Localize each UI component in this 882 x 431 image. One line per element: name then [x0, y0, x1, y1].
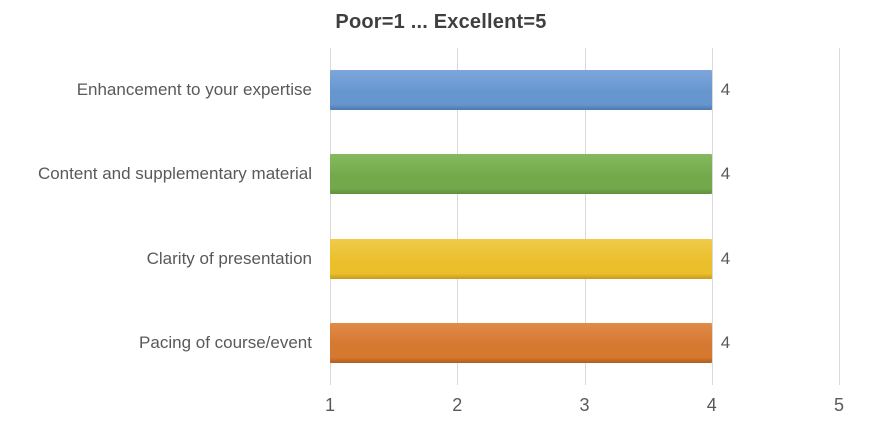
gridline — [457, 48, 459, 385]
bar-green — [330, 154, 712, 195]
gridline — [330, 48, 331, 385]
bar-yellow — [330, 238, 712, 279]
gridline — [584, 48, 586, 385]
category-label: Content and supplementary material — [37, 164, 312, 184]
x-tick-label: 5 — [833, 395, 845, 415]
gridline — [839, 48, 840, 385]
chart-title: Poor=1 ... Excellent=5 — [335, 11, 547, 33]
plot-area — [330, 48, 840, 385]
x-tick-label: 4 — [706, 395, 717, 415]
category-label: Clarity of presentation — [146, 248, 312, 268]
bar-orange — [330, 322, 712, 363]
x-tick-label: 3 — [579, 395, 590, 415]
bar-blue — [330, 70, 712, 111]
category-axis: Enhancement to your expertise Content and… — [0, 0, 312, 431]
category-label: Pacing of course/event — [139, 332, 312, 352]
category-label: Enhancement to your expertise — [76, 79, 312, 99]
x-tick-label: 2 — [452, 395, 463, 415]
gridline — [711, 48, 713, 385]
x-tick-label: 1 — [324, 395, 336, 415]
